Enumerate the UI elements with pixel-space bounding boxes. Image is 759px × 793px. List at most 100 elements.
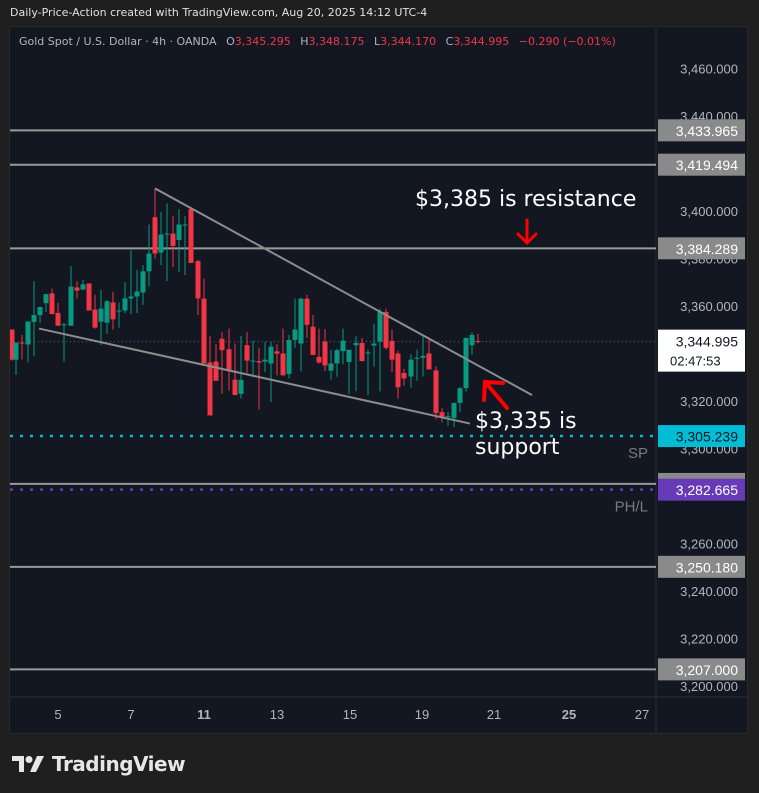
candle: [188, 209, 194, 264]
symbol-legend: Gold Spot / U.S. Dollar · 4h · OANDA O3,…: [19, 35, 616, 48]
candle: [401, 368, 407, 386]
support-annotation[interactable]: $3,335 is support: [475, 409, 577, 460]
svg-text:3,384.289: 3,384.289: [676, 241, 738, 257]
candle: [268, 341, 274, 402]
candle: [128, 250, 134, 315]
candle: [304, 294, 310, 338]
price-axis-level-label[interactable]: 3,207.000: [658, 658, 745, 681]
candle: [43, 294, 49, 312]
candle: [68, 266, 74, 326]
last-price-label[interactable]: 3,344.995 02:47:53: [658, 329, 745, 372]
high-value: 3,348.175: [308, 35, 365, 48]
price-axis-level-label[interactable]: 3,250.180: [658, 555, 745, 578]
candle: [104, 300, 110, 334]
svg-text:3,419.494: 3,419.494: [676, 157, 738, 173]
candle: [420, 334, 426, 377]
close-label: C: [445, 35, 454, 48]
candle: [232, 343, 238, 396]
candle: [469, 332, 475, 355]
plot-area[interactable]: SP PH/L $3,385 is resistance $3,335 is suppo…: [10, 129, 657, 671]
svg-text:3,305.239: 3,305.239: [676, 429, 738, 445]
candle: [110, 291, 116, 330]
candle: [280, 328, 286, 376]
price-axis-level-label[interactable]: 3,419.494: [658, 153, 745, 176]
candle: [61, 322, 67, 362]
candle: [146, 224, 152, 287]
candle: [238, 335, 244, 399]
last-price-value: 3,344.995: [676, 334, 738, 350]
tradingview-watermark[interactable]: TradingView: [12, 752, 186, 776]
svg-text:3,207.000: 3,207.000: [676, 662, 738, 678]
candle: [256, 347, 262, 410]
candle: [262, 341, 268, 373]
arrow-up-left-icon[interactable]: [482, 379, 509, 410]
candle: [207, 335, 213, 416]
candle: [201, 278, 207, 364]
open-label: O: [226, 35, 235, 48]
candle: [463, 337, 469, 392]
price-axis-level-label[interactable]: 3,433.965: [658, 119, 745, 142]
candle: [457, 387, 463, 413]
candle: [19, 334, 25, 360]
svg-text:3,250.180: 3,250.180: [676, 559, 738, 575]
open-value: 3,345.295: [234, 35, 291, 48]
candle: [414, 349, 420, 381]
chart-frame[interactable]: [10, 27, 747, 733]
svg-text:3,433.965: 3,433.965: [676, 123, 738, 139]
candle: [334, 348, 340, 377]
low-value: 3,344.170: [380, 35, 437, 48]
candle: [10, 329, 15, 361]
candle: [316, 328, 322, 364]
candle: [25, 321, 31, 363]
candle: [122, 282, 128, 314]
bar-countdown: 02:47:53: [670, 354, 721, 369]
low-label: L: [374, 35, 381, 48]
candle: [346, 349, 352, 394]
candle: [219, 332, 225, 394]
arrow-down-icon[interactable]: [516, 218, 538, 246]
candle: [80, 279, 86, 290]
candle: [395, 350, 401, 399]
trendline-lower[interactable]: [38, 327, 471, 425]
candle: [286, 334, 292, 379]
time-tick-label: 19: [415, 707, 429, 722]
trendline-upper[interactable]: [154, 187, 533, 396]
time-tick-label: 13: [270, 707, 284, 722]
time-axis[interactable]: 5 7 11 13 15 19 21 25 27: [54, 707, 649, 722]
price-axis-level-label[interactable]: 3,305.239: [658, 425, 745, 448]
svg-text:3,282.665: 3,282.665: [676, 482, 738, 498]
candle: [49, 288, 55, 315]
price-tick-label: 3,400.000: [680, 204, 738, 219]
candle: [86, 283, 92, 311]
candle: [433, 366, 439, 420]
time-tick-label: 27: [635, 707, 649, 722]
candle: [170, 215, 176, 268]
candle: [408, 353, 414, 388]
resistance-annotation[interactable]: $3,385 is resistance: [415, 187, 636, 212]
change-value: −0.290 (−0.01%): [518, 35, 616, 48]
candle: [13, 342, 19, 375]
candle: [140, 265, 146, 305]
candle: [37, 306, 43, 324]
candle: [377, 308, 383, 392]
level-tag-label: SP: [628, 445, 648, 462]
candle: [74, 281, 80, 299]
candle: [475, 334, 481, 344]
price-axis-level-label[interactable]: 3,282.665: [658, 478, 745, 501]
symbol-title: Gold Spot / U.S. Dollar · 4h · OANDA: [19, 35, 217, 48]
candle: [176, 209, 182, 273]
candle: [134, 269, 140, 314]
candle: [310, 315, 316, 355]
price-axis-level-label[interactable]: 3,384.289: [658, 237, 745, 260]
price-tick-label: 3,460.000: [680, 62, 738, 77]
candle: [213, 344, 219, 381]
candle: [226, 328, 232, 391]
watermark-text: TradingView: [52, 752, 186, 776]
chart-caption: Daily-Price-Action created with TradingV…: [10, 6, 428, 19]
candle: [292, 298, 298, 348]
candle: [389, 329, 395, 373]
time-tick-label: 21: [487, 707, 501, 722]
close-value: 3,344.995: [453, 35, 510, 48]
candle: [426, 337, 432, 370]
